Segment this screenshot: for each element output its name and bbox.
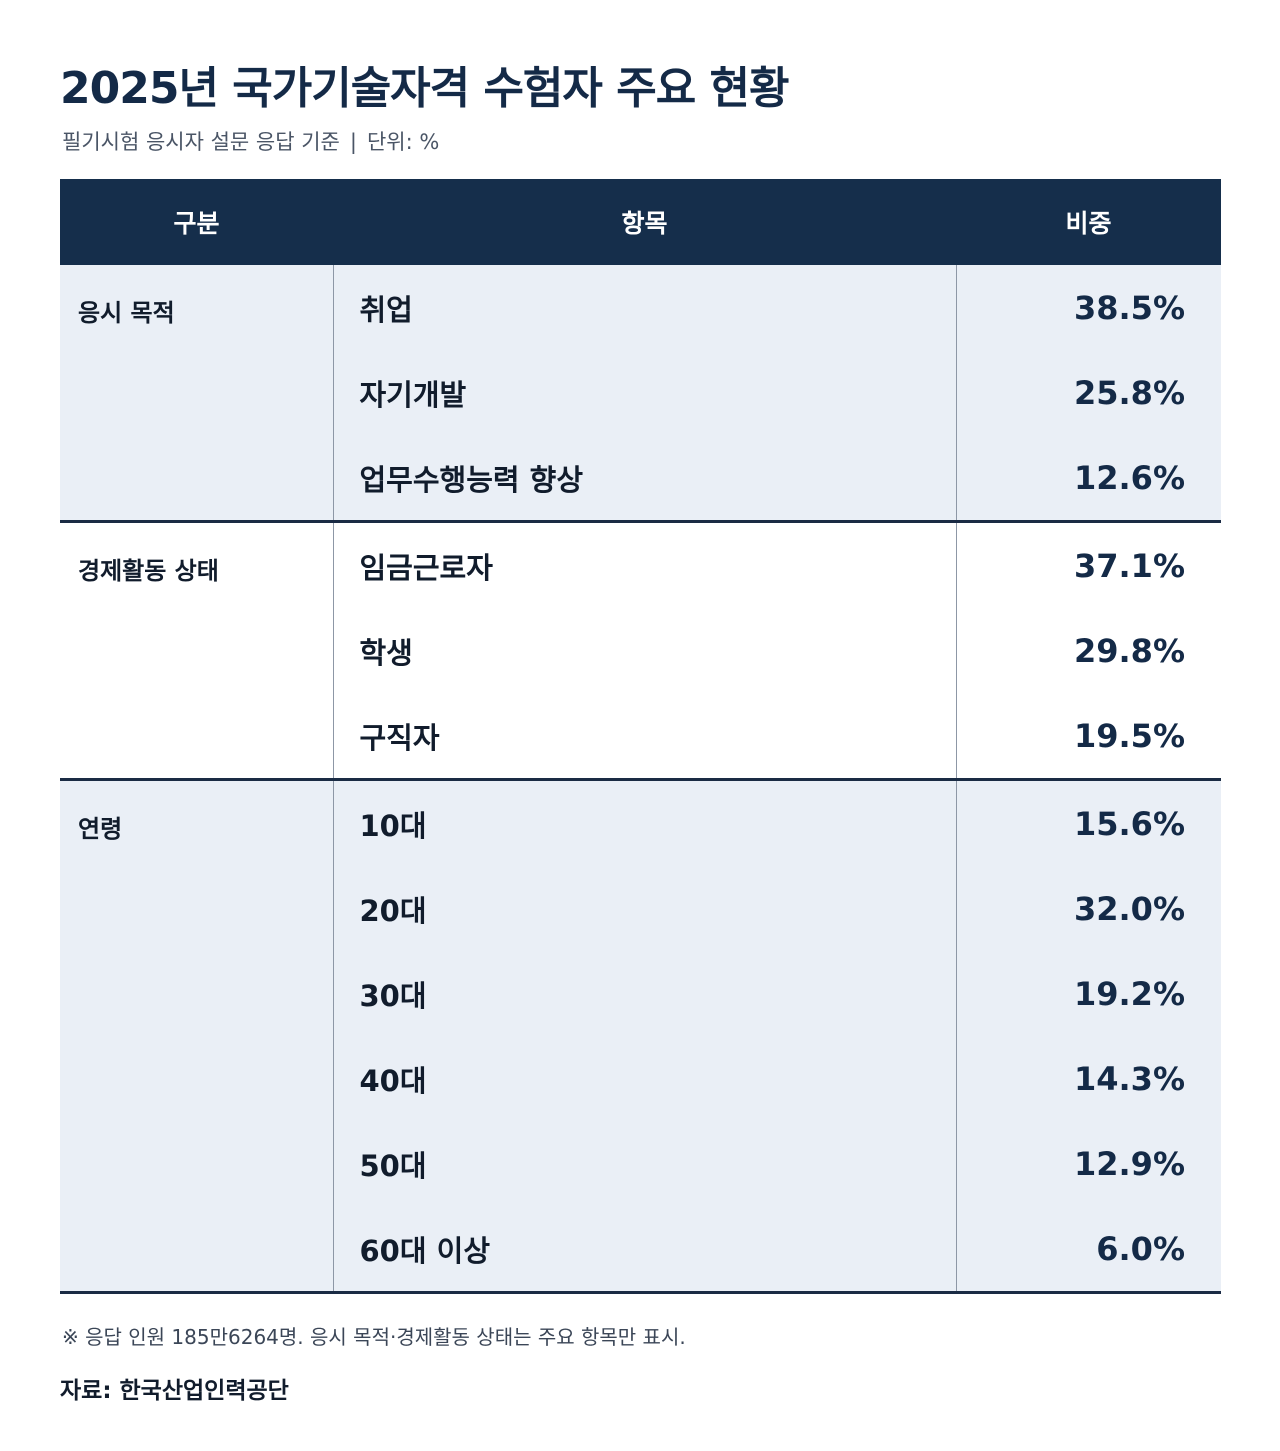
item-cell: 자기개발 [333,350,957,435]
header-category: 구분 [60,179,333,265]
value-cell: 19.5% [956,693,1221,780]
page-title: 2025년 국가기술자격 수험자 주요 현황 [60,63,789,114]
value-cell: 12.6% [956,435,1221,522]
subtitle: 필기시험 응시자 설문 응답 기준 | 단위: % [62,126,439,156]
table-row: 50대 12.9% [60,1121,1221,1206]
group-purpose: 응시 목적 취업 38.5% 자기개발 25.8% 업무수행능력 향상 12.6… [60,265,1221,522]
value-cell: 29.8% [956,608,1221,693]
item-cell: 10대 [333,779,957,866]
table-row: 업무수행능력 향상 12.6% [60,435,1221,522]
value-cell: 38.5% [956,265,1221,350]
footnote: ※ 응답 인원 185만6264명. 응시 목적·경제활동 상태는 주요 항목만… [62,1325,686,1349]
header-row: 구분 항목 비중 [60,179,1221,265]
item-cell: 업무수행능력 향상 [333,435,957,522]
item-cell: 임금근로자 [333,521,957,608]
subtitle-separator: | [349,130,357,154]
group-age: 연령 10대 15.6% 20대 32.0% 30대 19.2% 40대 14.… [60,779,1221,1293]
item-cell: 20대 [333,866,957,951]
table-row: 학생 29.8% [60,608,1221,693]
value-cell: 19.2% [956,951,1221,1036]
value-cell: 15.6% [956,779,1221,866]
category-cell: 응시 목적 [60,265,334,522]
category-cell: 경제활동 상태 [60,521,334,780]
value-cell: 25.8% [956,350,1221,435]
item-cell: 30대 [333,951,957,1036]
group-economic-status: 경제활동 상태 임금근로자 37.1% 학생 29.8% 구직자 19.5% [60,521,1221,780]
item-cell: 구직자 [333,693,957,780]
item-cell: 40대 [333,1036,957,1121]
table-row: 60대 이상 6.0% [60,1206,1221,1293]
table-row: 구직자 19.5% [60,693,1221,780]
value-cell: 32.0% [956,866,1221,951]
item-cell: 60대 이상 [333,1206,957,1293]
table-row: 응시 목적 취업 38.5% [60,265,1221,522]
value-cell: 6.0% [956,1206,1221,1293]
table-row: 30대 19.2% [60,951,1221,1036]
value-cell: 14.3% [956,1036,1221,1121]
value-cell: 37.1% [956,521,1221,608]
value-cell: 12.9% [956,1121,1221,1206]
subtitle-unit: 단위: % [366,130,440,154]
source-credit: 자료: 한국산업인력공단 [60,1378,289,1404]
stats-table: 구분 항목 비중 응시 목적 취업 38.5% 자기개발 25.8% 업무수행능… [60,179,1221,1294]
header-share: 비중 [956,179,1221,265]
table-row: 20대 32.0% [60,866,1221,951]
header-item: 항목 [333,179,956,265]
category-cell: 연령 [60,779,334,1293]
item-cell: 50대 [333,1121,957,1206]
item-cell: 취업 [333,265,957,350]
table-row: 경제활동 상태 임금근로자 37.1% [60,521,1221,780]
table-row: 40대 14.3% [60,1036,1221,1121]
table-row: 자기개발 25.8% [60,350,1221,435]
item-cell: 학생 [333,608,957,693]
subtitle-basis: 필기시험 응시자 설문 응답 기준 [62,130,340,154]
table-header: 구분 항목 비중 [60,179,1221,265]
table-row: 연령 10대 15.6% [60,779,1221,1293]
